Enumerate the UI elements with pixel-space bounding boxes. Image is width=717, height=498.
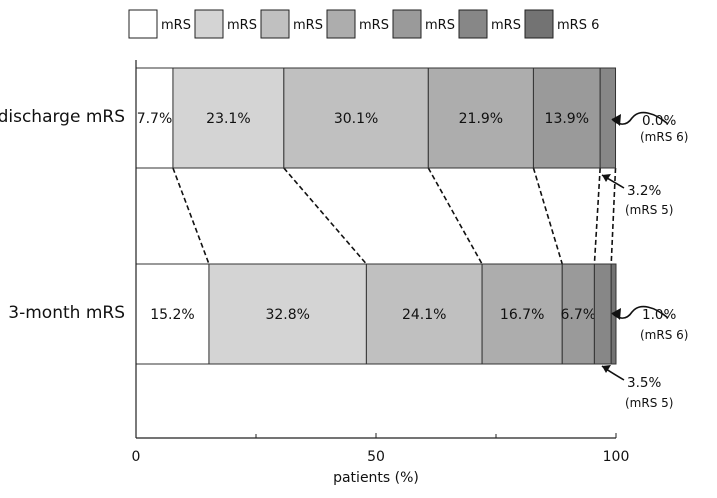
legend-swatch-mrs-1 [194, 9, 224, 39]
annotation-value: 1.0% [642, 307, 676, 323]
bar-segment-mrs-5 [593, 263, 612, 365]
bar-segment-mrs-0 [135, 263, 210, 365]
bar-segment-mrs-3 [427, 67, 534, 169]
annotation-arrowhead [602, 174, 611, 182]
legend-swatch-mrs-0 [128, 9, 158, 39]
annotation-arrowhead [612, 308, 621, 320]
annotation-value: 3.5% [627, 375, 661, 391]
x-axis-title: patients (%) [333, 470, 419, 486]
annotation-series: (mRS 6) [640, 328, 688, 342]
connector-line [172, 167, 210, 265]
legend-label: mRS 5 [491, 18, 533, 33]
connector-line [593, 167, 601, 265]
legend-label: mRS 4 [425, 18, 467, 33]
connector-line [283, 167, 368, 265]
connector-line [610, 167, 617, 265]
data-label: 21.9% [459, 111, 503, 127]
bar-segment-mrs-5 [599, 67, 617, 169]
data-label: 16.7% [500, 307, 544, 323]
annotation-value: 0.0% [642, 113, 676, 129]
category-label: discharge mRS [0, 107, 125, 127]
segment-connectors [172, 167, 617, 265]
bar-segment-mrs-1 [172, 67, 285, 169]
data-label: 23.1% [206, 111, 250, 127]
legend: mRS 0 mRS 1 mRS 2 mRS 3 mRS 4 mRS 5 mRS 6 [128, 9, 599, 39]
data-label: 24.1% [402, 307, 446, 323]
annotations: 0.0%(mRS 6)3.2%(mRS 5)1.0%(mRS 6)3.5%(mR… [601, 111, 688, 410]
x-tick-label: 100 [603, 449, 630, 465]
annotation-arrowhead [612, 114, 621, 126]
legend-swatch-mrs-4 [392, 9, 422, 39]
category-label: 3-month mRS [8, 303, 125, 323]
data-label: 15.2% [150, 307, 194, 323]
legend-swatch-mrs-6 [524, 9, 554, 39]
annotation-series: (mRS 5) [625, 396, 673, 410]
bars: 7.7% 23.1% 30.1% 21.9% 13.9% discharge mRS 15.… [0, 67, 617, 365]
bar-segment-mrs-2 [283, 67, 429, 169]
bar-segment-mrs-0 [135, 67, 174, 169]
bar-segment-mrs-4 [532, 67, 601, 169]
connector-line [427, 167, 483, 265]
legend-swatch-mrs-3 [326, 9, 356, 39]
data-label: 6.7% [561, 307, 597, 323]
annotation-series: (mRS 6) [640, 130, 688, 144]
legend-label: mRS 1 [227, 18, 269, 33]
annotation-arrowhead [602, 365, 611, 373]
legend-label: mRS 2 [293, 18, 335, 33]
axes: 0 50 100 [132, 60, 630, 465]
x-tick-label: 0 [132, 449, 141, 465]
x-tick-label: 50 [367, 449, 385, 465]
data-label: 32.8% [265, 307, 309, 323]
legend-label: mRS 3 [359, 18, 401, 33]
data-label: 7.7% [137, 111, 173, 127]
annotation-series: (mRS 5) [625, 203, 673, 217]
data-label: 30.1% [334, 111, 378, 127]
legend-swatch-mrs-5 [458, 9, 488, 39]
data-label: 13.9% [545, 111, 589, 127]
bar-segment-mrs-1 [208, 263, 367, 365]
legend-label: mRS 0 [161, 18, 203, 33]
bar-segment-mrs-4 [561, 263, 595, 365]
legend-label: mRS 6 [557, 18, 599, 33]
connector-line [532, 167, 564, 265]
legend-swatch-mrs-2 [260, 9, 290, 39]
bar-segment-mrs-3 [481, 263, 563, 365]
annotation-value: 3.2% [627, 183, 661, 199]
